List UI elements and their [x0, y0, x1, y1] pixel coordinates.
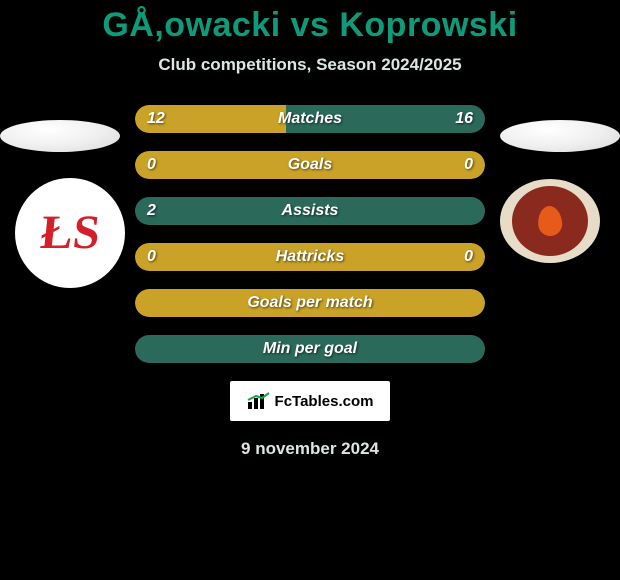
stat-value-right: 16 [455, 105, 473, 133]
stat-value-right: 0 [464, 243, 473, 271]
player-oval-left [0, 120, 120, 152]
club-logo-right-inner [512, 186, 588, 256]
stat-value-right: 0 [464, 151, 473, 179]
club-logo-left-text: ŁS [38, 209, 102, 257]
stat-label: Min per goal [135, 335, 485, 363]
stat-label: Hattricks [135, 243, 485, 271]
page-title: GÅ,owacki vs Koprowski [0, 0, 620, 45]
stat-label: Assists [135, 197, 485, 225]
branding-text: FcTables.com [275, 393, 374, 410]
stat-label: Goals per match [135, 289, 485, 317]
chart-icon [247, 392, 271, 410]
branding-badge: FcTables.com [230, 381, 390, 421]
stat-value-left: 0 [147, 151, 156, 179]
stat-label: Matches [135, 105, 485, 133]
stat-row: Hattricks0 0 [135, 243, 485, 271]
player-oval-right [500, 120, 620, 152]
stat-row: Goals0 0 [135, 151, 485, 179]
stat-row: Min per goal [135, 335, 485, 363]
flame-icon [537, 205, 563, 237]
stat-row: Matches12 16 [135, 105, 485, 133]
stat-value-left: 0 [147, 243, 156, 271]
club-logo-right [500, 179, 600, 263]
club-logo-left: ŁS [15, 178, 125, 288]
subtitle: Club competitions, Season 2024/2025 [0, 55, 620, 75]
stat-value-left: 12 [147, 105, 165, 133]
stat-row: Assists2 [135, 197, 485, 225]
date-line: 9 november 2024 [0, 439, 620, 459]
stat-label: Goals [135, 151, 485, 179]
stat-value-left: 2 [147, 197, 156, 225]
stats-container: Matches1216Goals00Assists2Hattricks00Goa… [135, 105, 485, 363]
stat-row: Goals per match [135, 289, 485, 317]
